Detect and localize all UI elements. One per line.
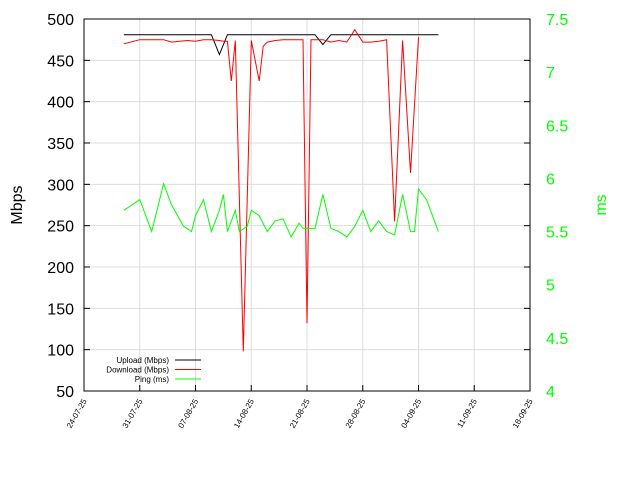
legend-label: Upload (Mbps) <box>117 356 170 365</box>
x-tick-label: 14-08-25 <box>232 397 256 430</box>
left-tick-label: 50 <box>56 384 74 401</box>
x-tick-label: 04-09-25 <box>399 397 423 430</box>
right-axis-ticks: 4 4.5 5 5.5 6 6.5 7 7.5 <box>546 12 568 401</box>
right-tick-label: 6 <box>546 171 555 188</box>
x-tick-label: 28-08-25 <box>344 397 368 430</box>
left-tick-label: 200 <box>47 260 74 277</box>
left-tick-label: 450 <box>47 53 74 70</box>
right-tick-label: 7.5 <box>546 12 568 29</box>
right-tick-label: 6.5 <box>546 118 568 135</box>
series-line-2 <box>123 182 439 239</box>
right-tick-label: 4.5 <box>546 331 568 348</box>
series-line-1 <box>123 28 419 352</box>
x-tick-label: 31-07-25 <box>121 397 145 430</box>
right-tick-label: 5.5 <box>546 225 568 242</box>
left-tick-label: 150 <box>47 301 74 318</box>
x-axis-ticks: 24-07-25 31-07-25 07-08-25 14-08-25 21-08-25… <box>65 385 535 430</box>
left-tick-label: 500 <box>47 12 74 29</box>
left-axis-label: Mbps <box>9 185 26 224</box>
legend-label: Download (Mbps) <box>106 366 169 375</box>
x-tick-label: 18-09-25 <box>511 397 535 430</box>
left-axis-ticks: 50 100 150 200 250 300 350 400 450 500 <box>47 12 530 401</box>
right-tick-label: 4 <box>546 384 555 401</box>
left-tick-label: 400 <box>47 95 74 112</box>
left-tick-label: 250 <box>47 219 74 236</box>
right-axis-label: ms <box>593 194 610 215</box>
right-tick-label: 7 <box>546 65 555 82</box>
left-tick-label: 100 <box>47 343 74 360</box>
x-tick-label: 21-08-25 <box>288 397 312 430</box>
x-tick-label: 07-08-25 <box>176 397 200 430</box>
series-lines <box>123 28 439 352</box>
grid <box>83 18 531 392</box>
legend-label: Ping (ms) <box>135 375 170 384</box>
x-tick-label: 24-07-25 <box>65 397 89 430</box>
legend: Upload (Mbps)Download (Mbps)Ping (ms) <box>106 356 201 384</box>
right-tick-label: 5 <box>546 278 555 295</box>
series-line-0 <box>123 34 439 56</box>
x-tick-label: 11-09-25 <box>455 397 479 429</box>
left-tick-label: 300 <box>47 177 74 194</box>
left-tick-label: 350 <box>47 136 74 153</box>
